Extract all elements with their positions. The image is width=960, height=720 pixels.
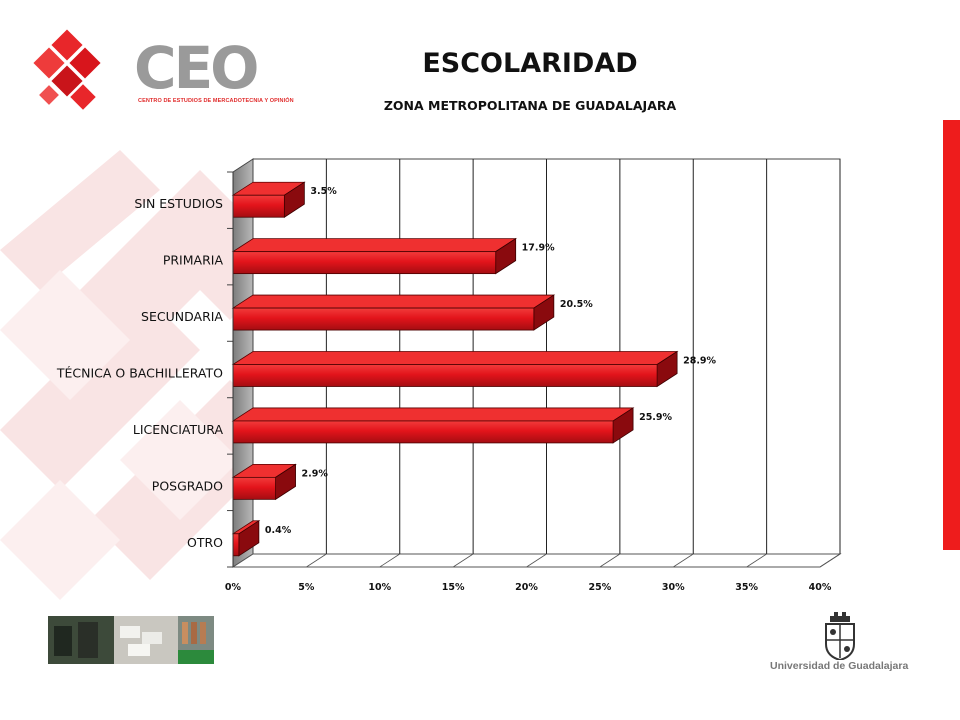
category-label: TÉCNICA O BACHILLERATO	[56, 366, 223, 381]
gridline-floor	[599, 553, 621, 568]
bar-0	[232, 194, 285, 218]
data-label: 28.9%	[683, 356, 716, 367]
accent-bar	[943, 120, 960, 550]
x-tick-label: 10%	[368, 582, 391, 593]
data-label: 0.4%	[265, 525, 292, 536]
gridline-floor	[526, 553, 547, 568]
x-tick-label: 20%	[515, 582, 538, 593]
category-label: SIN ESTUDIOS	[134, 196, 223, 211]
gridline-floor	[452, 553, 474, 568]
bar-top-2	[231, 294, 556, 309]
university-name: Universidad de Guadalajara	[770, 660, 909, 672]
brand-tagline: CENTRO DE ESTUDIOS DE MERCADOTECNIA Y OP…	[138, 98, 294, 104]
x-tick-label: 15%	[442, 582, 465, 593]
ceo-logo-icon	[33, 29, 101, 110]
x-tick-label: 0%	[225, 582, 242, 593]
gridline-floor	[673, 553, 694, 568]
photo-strip	[48, 612, 218, 664]
category-label: OTRO	[187, 535, 223, 550]
bar-6	[232, 533, 240, 557]
gridline-floor	[306, 553, 327, 568]
x-tick-label: 40%	[809, 582, 832, 593]
ceo-logo: CEO CENTRO DE ESTUDIOS DE MERCADOTECNIA …	[28, 28, 294, 116]
category-label: SECUNDARIA	[141, 309, 223, 324]
bar-4	[232, 420, 614, 444]
bar-1	[232, 251, 497, 275]
data-label: 2.9%	[302, 468, 329, 479]
university-crest-icon	[825, 612, 855, 662]
brand-name: CEO	[134, 34, 259, 102]
x-tick-label: 30%	[662, 582, 685, 593]
category-label: PRIMARIA	[163, 253, 224, 268]
data-label: 3.5%	[310, 186, 337, 197]
gridline-floor	[379, 553, 400, 568]
data-label: 20.5%	[560, 299, 593, 310]
university-logo: Universidad de Guadalajara	[766, 612, 916, 682]
bar-top-3	[231, 351, 679, 365]
bar-top-1	[231, 238, 518, 253]
gridline-floor	[746, 553, 767, 568]
page-title: ESCOLARIDAD	[422, 48, 638, 79]
bar-top-4	[231, 407, 635, 422]
bar-3	[232, 364, 658, 387]
category-label: LICENCIATURA	[133, 422, 224, 437]
x-tick-label: 25%	[589, 582, 612, 593]
bar-5	[232, 476, 276, 500]
x-tick-label: 5%	[298, 582, 315, 593]
bar-2	[232, 307, 535, 331]
category-label: POSGRADO	[152, 478, 223, 493]
x-tick-label: 35%	[735, 582, 758, 593]
gridline-floor	[819, 553, 841, 568]
data-label: 17.9%	[522, 243, 555, 254]
photo-strip-icon	[48, 616, 214, 664]
page-subtitle: ZONA METROPOLITANA DE GUADALAJARA	[383, 98, 677, 113]
data-label: 25.9%	[639, 412, 672, 423]
